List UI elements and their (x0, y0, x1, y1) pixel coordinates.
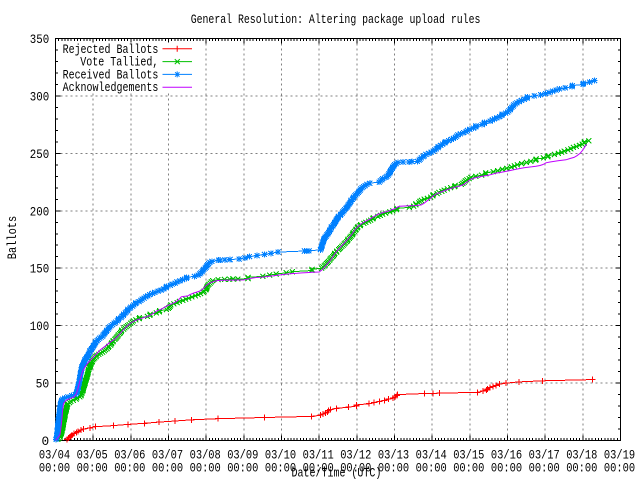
svg-text:Vote Tallied,: Vote Tallied, (80, 55, 158, 70)
svg-text:General Resolution: Altering p: General Resolution: Altering package upl… (191, 12, 481, 27)
svg-text:00:00: 00:00 (265, 461, 296, 476)
svg-text:200: 200 (30, 204, 49, 219)
svg-text:00:00: 00:00 (39, 461, 70, 476)
svg-text:03/06: 03/06 (114, 448, 145, 463)
svg-text:03/07: 03/07 (152, 448, 183, 463)
svg-text:03/11: 03/11 (303, 448, 334, 463)
svg-text:00:00: 00:00 (604, 461, 635, 476)
svg-text:0: 0 (42, 434, 50, 449)
svg-text:03/08: 03/08 (190, 448, 221, 463)
svg-text:350: 350 (30, 32, 49, 47)
svg-text:03/16: 03/16 (491, 448, 522, 463)
svg-text:00:00: 00:00 (227, 461, 258, 476)
svg-text:00:00: 00:00 (529, 461, 560, 476)
svg-text:03/18: 03/18 (566, 448, 597, 463)
svg-text:00:00: 00:00 (77, 461, 108, 476)
svg-text:03/14: 03/14 (416, 448, 447, 463)
svg-text:00:00: 00:00 (416, 461, 447, 476)
svg-text:03/09: 03/09 (227, 448, 258, 463)
svg-text:300: 300 (30, 89, 49, 104)
svg-text:Ballots: Ballots (5, 216, 20, 259)
svg-text:Rejected Ballots: Rejected Ballots (63, 42, 159, 57)
svg-text:03/17: 03/17 (529, 448, 560, 463)
svg-text:Date/Time (UTC): Date/Time (UTC) (292, 466, 382, 480)
svg-text:00:00: 00:00 (453, 461, 484, 476)
svg-text:00:00: 00:00 (190, 461, 221, 476)
svg-text:03/04: 03/04 (39, 448, 70, 463)
svg-text:03/13: 03/13 (378, 448, 409, 463)
svg-text:00:00: 00:00 (303, 461, 334, 476)
svg-text:Received Ballots: Received Ballots (63, 67, 159, 82)
svg-text:00:00: 00:00 (340, 461, 371, 476)
svg-text:00:00: 00:00 (152, 461, 183, 476)
svg-text:Acknowledgements: Acknowledgements (63, 80, 159, 95)
svg-text:50: 50 (36, 377, 50, 392)
svg-text:150: 150 (30, 262, 49, 277)
svg-text:03/12: 03/12 (340, 448, 371, 463)
svg-text:100: 100 (30, 319, 49, 334)
svg-text:00:00: 00:00 (114, 461, 145, 476)
svg-text:03/10: 03/10 (265, 448, 296, 463)
svg-text:03/15: 03/15 (453, 448, 484, 463)
svg-text:250: 250 (30, 147, 49, 162)
svg-text:00:00: 00:00 (491, 461, 522, 476)
svg-text:00:00: 00:00 (378, 461, 409, 476)
svg-text:00:00: 00:00 (566, 461, 597, 476)
svg-text:03/19: 03/19 (604, 448, 635, 463)
svg-text:03/05: 03/05 (77, 448, 108, 463)
